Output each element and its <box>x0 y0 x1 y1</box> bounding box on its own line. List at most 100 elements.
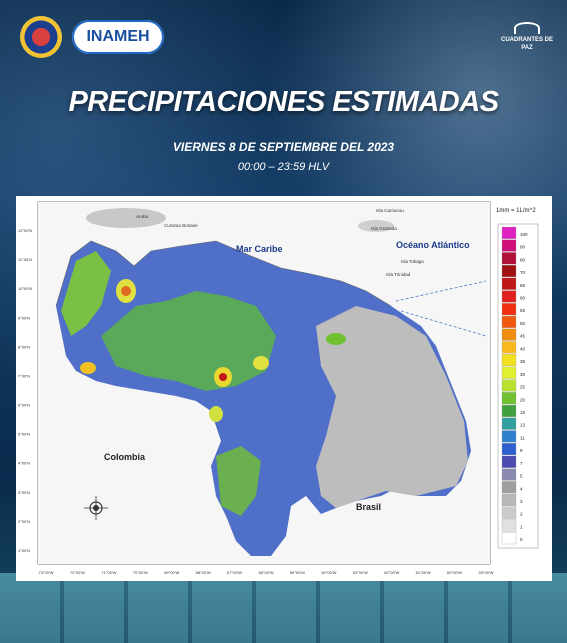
legend-swatch <box>501 430 517 443</box>
lon-tick-label: 67°00'W <box>227 570 242 575</box>
legend-value-label: 50 <box>520 321 526 326</box>
label-mar-caribe: Mar Caribe <box>236 244 283 254</box>
legend-swatch <box>501 290 517 303</box>
lon-tick-label: 71°00'W <box>101 570 116 575</box>
legend-swatch <box>501 481 517 494</box>
compass-icon <box>84 496 108 520</box>
lon-tick-label: 62°00'W <box>384 570 399 575</box>
legend-swatch <box>501 404 517 417</box>
legend-swatch <box>501 506 517 519</box>
inameh-logo: INAMEH <box>72 20 164 54</box>
legend-value-label: 3 <box>520 499 523 504</box>
legend-swatch <box>501 226 517 239</box>
lat-tick-label: 1°00'N <box>18 548 30 553</box>
legend-swatch <box>501 303 517 316</box>
islands-caribbean <box>86 208 166 228</box>
label-colombia: Colombia <box>104 452 146 462</box>
label-trinidad: Isla Trinidad <box>386 272 411 277</box>
legend-swatch <box>501 392 517 405</box>
legend-swatch <box>501 265 517 278</box>
legend-value-label: 90 <box>520 245 526 250</box>
government-seal-logo <box>20 16 62 58</box>
label-tobago: Isla Tobago <box>401 259 424 264</box>
lon-tick-label: 69°00'W <box>164 570 179 575</box>
legend-swatch <box>501 341 517 354</box>
latitude-ticks: 12°00'N 11°00'N 10°00'N 9°00'N 8°00'N 7°00'N 6… <box>18 228 32 553</box>
map-panel: Mar Caribe Océano Atlántico Colombia Bra… <box>16 196 552 581</box>
lat-tick-label: 9°00'N <box>18 315 30 320</box>
legend-swatch <box>501 354 517 367</box>
lat-tick-label: 6°00'N <box>18 403 30 408</box>
legend-value-label: 11 <box>520 435 525 440</box>
lat-tick-label: 5°00'N <box>18 432 30 437</box>
maritime-boundary-1 <box>395 280 487 302</box>
legend-swatch <box>501 468 517 481</box>
legend-swatch <box>501 519 517 532</box>
date-line: VIERNES 8 DE SEPTIEMBRE DEL 2023 <box>172 140 395 154</box>
red-cell-2 <box>219 373 227 381</box>
hours-line: 00:00 – 23:59 HLV <box>237 161 330 173</box>
legend-swatch <box>501 532 517 545</box>
legend-value-label: 65 <box>520 283 526 288</box>
lon-tick-label: 73°00'W <box>38 570 53 575</box>
lat-tick-label: 4°00'N <box>18 461 30 466</box>
legend-swatch <box>501 455 517 468</box>
page-title: PRECIPITACIONES ESTIMADAS <box>68 86 499 118</box>
guayana-gray-area <box>316 306 468 508</box>
legend-value-label: 2 <box>520 512 523 517</box>
label-oceano: Océano Atlántico <box>396 240 470 250</box>
legend-swatch <box>501 315 517 328</box>
lon-tick-label: 68°00'W <box>196 570 211 575</box>
legend-swatch <box>501 379 517 392</box>
label-curazao: Curazao Bonaire <box>164 223 198 228</box>
lon-tick-label: 64°00'W <box>321 570 336 575</box>
legend-value-label: 15 <box>520 410 526 415</box>
yellow-cell-5 <box>209 406 223 422</box>
legend-value-label: 60 <box>520 296 526 301</box>
green-zone-west <box>61 251 111 336</box>
lat-tick-label: 12°00'N <box>18 228 32 233</box>
legend-swatch <box>501 252 517 265</box>
legend-value-label: 20 <box>520 397 526 402</box>
label-brasil: Brasil <box>356 502 381 512</box>
longitude-ticks: 73°00'W 72°00'W 71°00'W 70°00'W 69°00'W 68°00… <box>38 570 493 575</box>
precipitation-map: Mar Caribe Océano Atlántico Colombia Bra… <box>18 201 539 575</box>
legend-value-label: 80 <box>520 257 526 262</box>
legend-value-label: 0 <box>520 537 523 542</box>
label-carriacou: Isla Carriacou <box>376 208 404 213</box>
legend-value-label: 30 <box>520 372 526 377</box>
green-cell-6 <box>326 333 346 345</box>
lon-tick-label: 70°00'W <box>133 570 148 575</box>
legend-value-label: 70 <box>520 270 526 275</box>
legend-swatch <box>501 366 517 379</box>
legend-value-label: 55 <box>520 308 526 313</box>
legend-value-label: 100 <box>520 232 528 237</box>
islands-east <box>358 220 394 232</box>
lon-tick-label: 72°00'W <box>70 570 85 575</box>
legend-swatch <box>501 328 517 341</box>
lon-tick-label: 60°00'W <box>447 570 462 575</box>
green-zone-andes <box>101 291 276 391</box>
lon-tick-label: 59°00'W <box>478 570 493 575</box>
lat-tick-label: 3°00'N <box>18 490 30 495</box>
green-zone-south <box>216 446 261 516</box>
legend-value-label: 35 <box>520 359 526 364</box>
legend-value-label: 4 <box>520 486 523 491</box>
legend-swatch <box>501 443 517 456</box>
legend-swatches: 1009080706560555045403530252015131197543… <box>501 226 528 545</box>
inameh-logo-text: INAMEH <box>86 28 150 45</box>
lat-tick-label: 7°00'N <box>18 373 30 378</box>
legend-swatch <box>501 277 517 290</box>
legend-value-label: 25 <box>520 385 526 390</box>
lon-tick-label: 65°00'W <box>290 570 305 575</box>
legend-value-label: 45 <box>520 334 526 339</box>
yellow-cell-3 <box>253 356 269 370</box>
cuadrantes-de-paz-logo: CUADRANTES DE PAZ <box>498 22 556 51</box>
legend-value-label: 9 <box>520 448 523 453</box>
legend-value-label: 13 <box>520 423 526 428</box>
legend-title: 1mm = 1L/m^2 <box>496 208 536 214</box>
cuadrantes-logo-text: CUADRANTES DE PAZ <box>500 37 553 51</box>
legend-value-label: 7 <box>520 461 523 466</box>
legend-swatch <box>501 239 517 252</box>
legend-value-label: 40 <box>520 346 526 351</box>
